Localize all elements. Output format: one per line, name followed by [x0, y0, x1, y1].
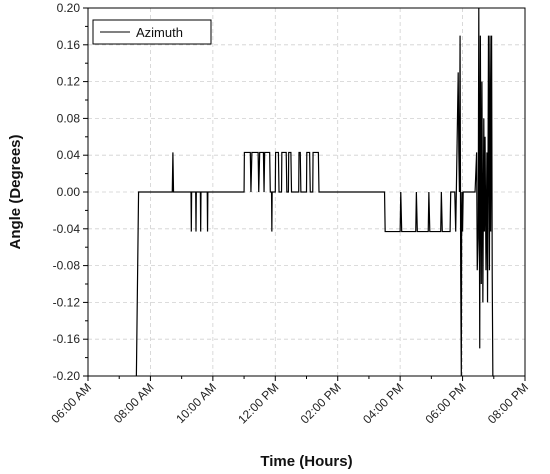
x-tick-label: 04:00 PM: [360, 380, 406, 426]
y-tick-label: 0.12: [57, 75, 81, 89]
y-tick-label: 0.16: [57, 38, 81, 52]
x-tick-label: 08:00 PM: [485, 380, 531, 426]
y-tick-label: -0.08: [53, 259, 81, 273]
x-tick-label: 08:00 AM: [111, 380, 157, 426]
x-tick-label: 06:00 AM: [48, 380, 94, 426]
series-layer: [135, 7, 494, 377]
y-tick-label: -0.20: [53, 369, 81, 383]
x-tick-label: 12:00 PM: [235, 380, 281, 426]
y-tick-label: -0.16: [53, 332, 81, 346]
y-axis-title: Angle (Degrees): [7, 134, 24, 249]
x-tick-label: 10:00 AM: [173, 380, 219, 426]
y-tick-label: 0.20: [57, 1, 81, 15]
y-tick-label: 0.08: [57, 111, 81, 125]
y-tick-label: -0.04: [53, 222, 81, 236]
y-tick-label: -0.12: [53, 295, 81, 309]
x-tick-label: 02:00 PM: [298, 380, 344, 426]
axis-ticks: -0.20 -0.16 -0.12 -0.08 -0.04 0.00 0.04 0.08 0.1…: [48, 1, 531, 426]
y-tick-label: 0.00: [57, 185, 81, 199]
x-tick-label: 06:00 PM: [422, 380, 468, 426]
legend-label-azimuth: Azimuth: [136, 25, 183, 40]
legend: Azimuth: [92, 19, 212, 45]
series-line-azimuth: [135, 7, 494, 377]
y-tick-label: 0.04: [57, 148, 81, 162]
x-axis-title: Time (Hours): [260, 453, 352, 470]
